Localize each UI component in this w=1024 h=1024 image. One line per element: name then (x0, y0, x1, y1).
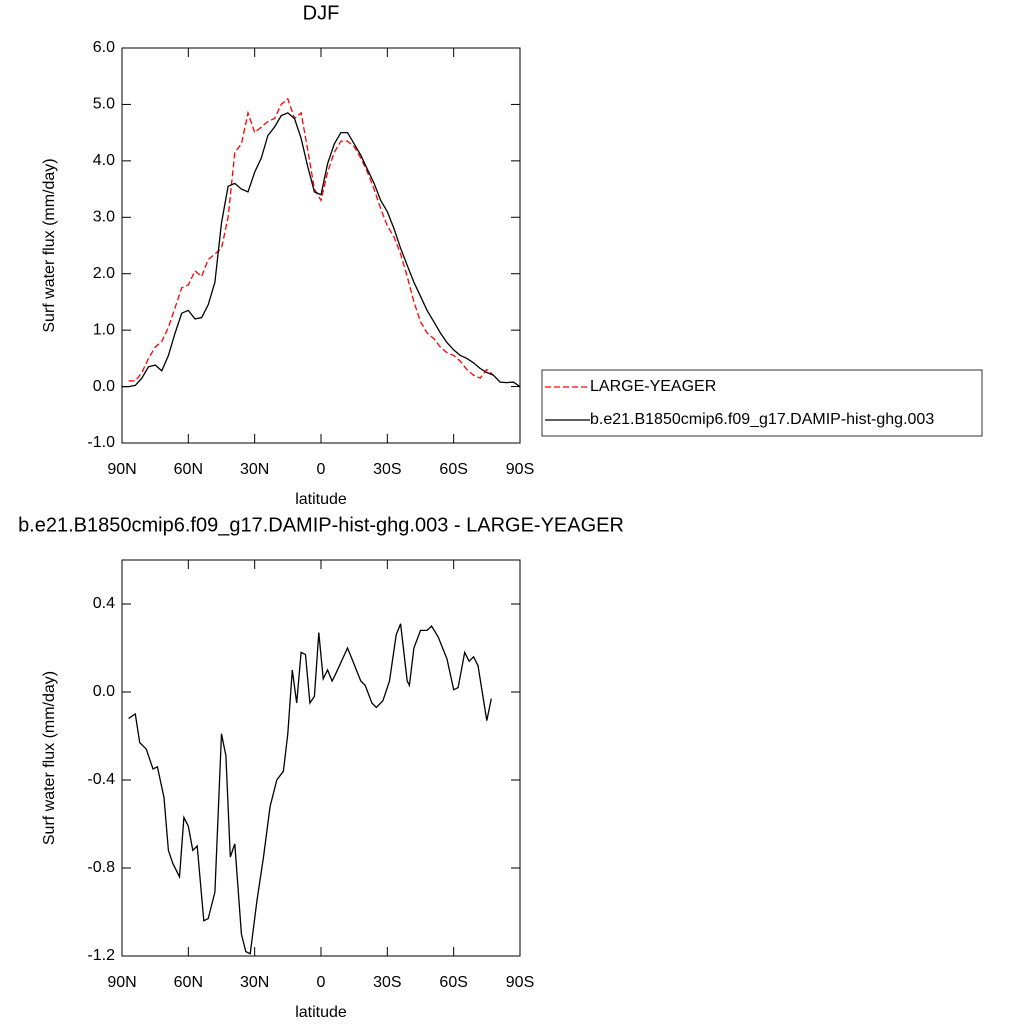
chart-title: b.e21.B1850cmip6.f09_g17.DAMIP-hist-ghg.… (18, 514, 624, 536)
x-tick-label: 60S (439, 461, 467, 478)
x-tick-label: 90S (506, 974, 534, 991)
x-tick-label: 60N (174, 974, 203, 991)
y-tick-label: -1.2 (87, 947, 115, 964)
y-tick-label: 5.0 (93, 96, 115, 113)
legend-label: LARGE-YEAGER (590, 378, 716, 395)
y-tick-label: 6.0 (93, 39, 115, 56)
x-tick-label: 0 (317, 461, 326, 478)
plot-frame (121, 47, 521, 444)
legend-label: b.e21.B1850cmip6.f09_g17.DAMIP-hist-ghg.… (590, 411, 934, 428)
line (128, 623, 492, 955)
plot-frame (121, 559, 521, 957)
x-tick-label: 90N (107, 974, 136, 991)
line (122, 112, 521, 388)
legend-box (541, 369, 983, 437)
y-tick-label: 1.0 (93, 321, 115, 338)
x-tick-label: 30N (240, 974, 269, 991)
y-axis-label: Surf water flux (mm/day) (41, 671, 58, 845)
x-tick-label: 0 (317, 974, 326, 991)
x-tick-label: 90N (107, 461, 136, 478)
x-tick-label: 60S (439, 974, 467, 991)
y-tick-label: 0.0 (93, 378, 115, 395)
x-axis-label: latitude (295, 1004, 347, 1021)
y-tick-label: -0.8 (87, 859, 115, 876)
y-tick-label: 2.0 (93, 265, 115, 282)
y-tick-label: 0.0 (93, 683, 115, 700)
x-tick-label: 30N (240, 461, 269, 478)
chart-title: DJF (303, 2, 340, 24)
y-tick-label: 3.0 (93, 209, 115, 226)
x-tick-label: 60N (174, 461, 203, 478)
y-tick-label: 4.0 (93, 152, 115, 169)
y-axis-label: Surf water flux (mm/day) (41, 158, 58, 332)
x-tick-label: 90S (506, 461, 534, 478)
x-tick-label: 30S (373, 461, 401, 478)
x-axis-label: latitude (295, 491, 347, 508)
y-tick-label: -1.0 (87, 434, 115, 451)
x-tick-label: 30S (373, 974, 401, 991)
y-tick-label: -0.4 (87, 771, 115, 788)
y-tick-label: 0.4 (93, 595, 115, 612)
line (128, 97, 494, 382)
